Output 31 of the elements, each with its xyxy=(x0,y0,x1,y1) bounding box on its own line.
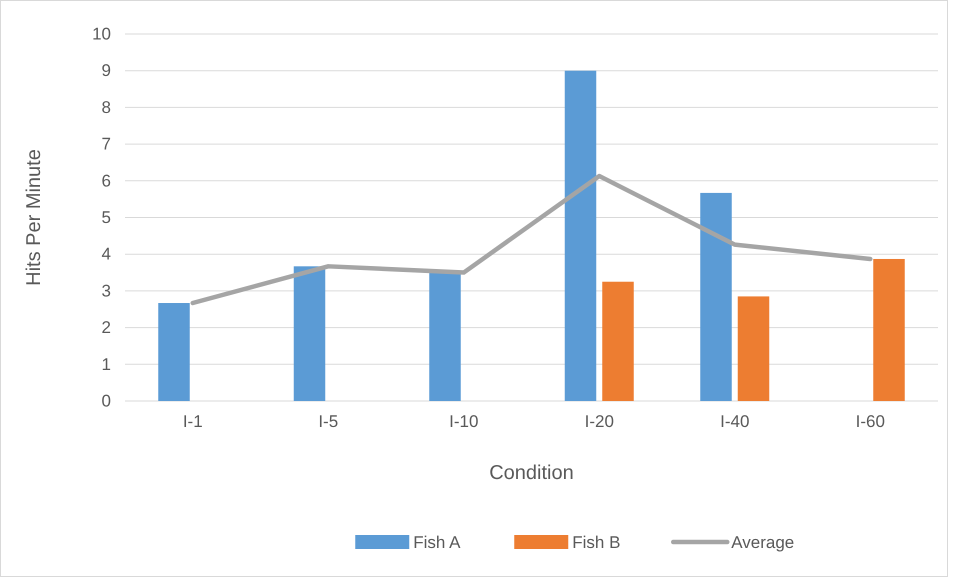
bar xyxy=(564,70,596,401)
bar xyxy=(873,258,905,401)
line-series xyxy=(190,174,872,306)
legend-label: Average xyxy=(731,533,794,552)
legend-label: Fish B xyxy=(572,533,620,552)
y-tick-label: 3 xyxy=(102,281,111,300)
y-tick-label: 10 xyxy=(92,24,111,44)
y-tick-label: 1 xyxy=(102,354,111,374)
x-tick-label: I-1 xyxy=(182,412,203,432)
y-tick-label: 9 xyxy=(102,61,111,80)
bar xyxy=(158,303,190,401)
y-tick-label: 4 xyxy=(102,244,111,264)
y-tick-label: 5 xyxy=(102,208,111,227)
y-tick-label: 8 xyxy=(102,98,111,117)
legend-label: Fish A xyxy=(413,533,462,552)
y-tick-label: 2 xyxy=(102,318,111,338)
bar xyxy=(602,282,634,401)
x-tick-label: I-5 xyxy=(318,412,338,432)
x-tick-label: I-40 xyxy=(720,412,750,432)
bar xyxy=(700,192,732,401)
bar xyxy=(738,296,770,401)
bar xyxy=(294,266,326,401)
x-tick-label: I-60 xyxy=(856,412,885,432)
y-axis-title: Hits Per Minute xyxy=(23,149,45,286)
bar xyxy=(429,272,461,401)
y-tick-label: 0 xyxy=(102,391,111,410)
x-axis-title: Condition xyxy=(489,462,574,484)
y-tick-label: 7 xyxy=(102,134,111,154)
x-tick-label: I-20 xyxy=(584,412,614,432)
x-tick-label: I-10 xyxy=(449,412,478,432)
y-tick-label: 6 xyxy=(102,171,111,190)
